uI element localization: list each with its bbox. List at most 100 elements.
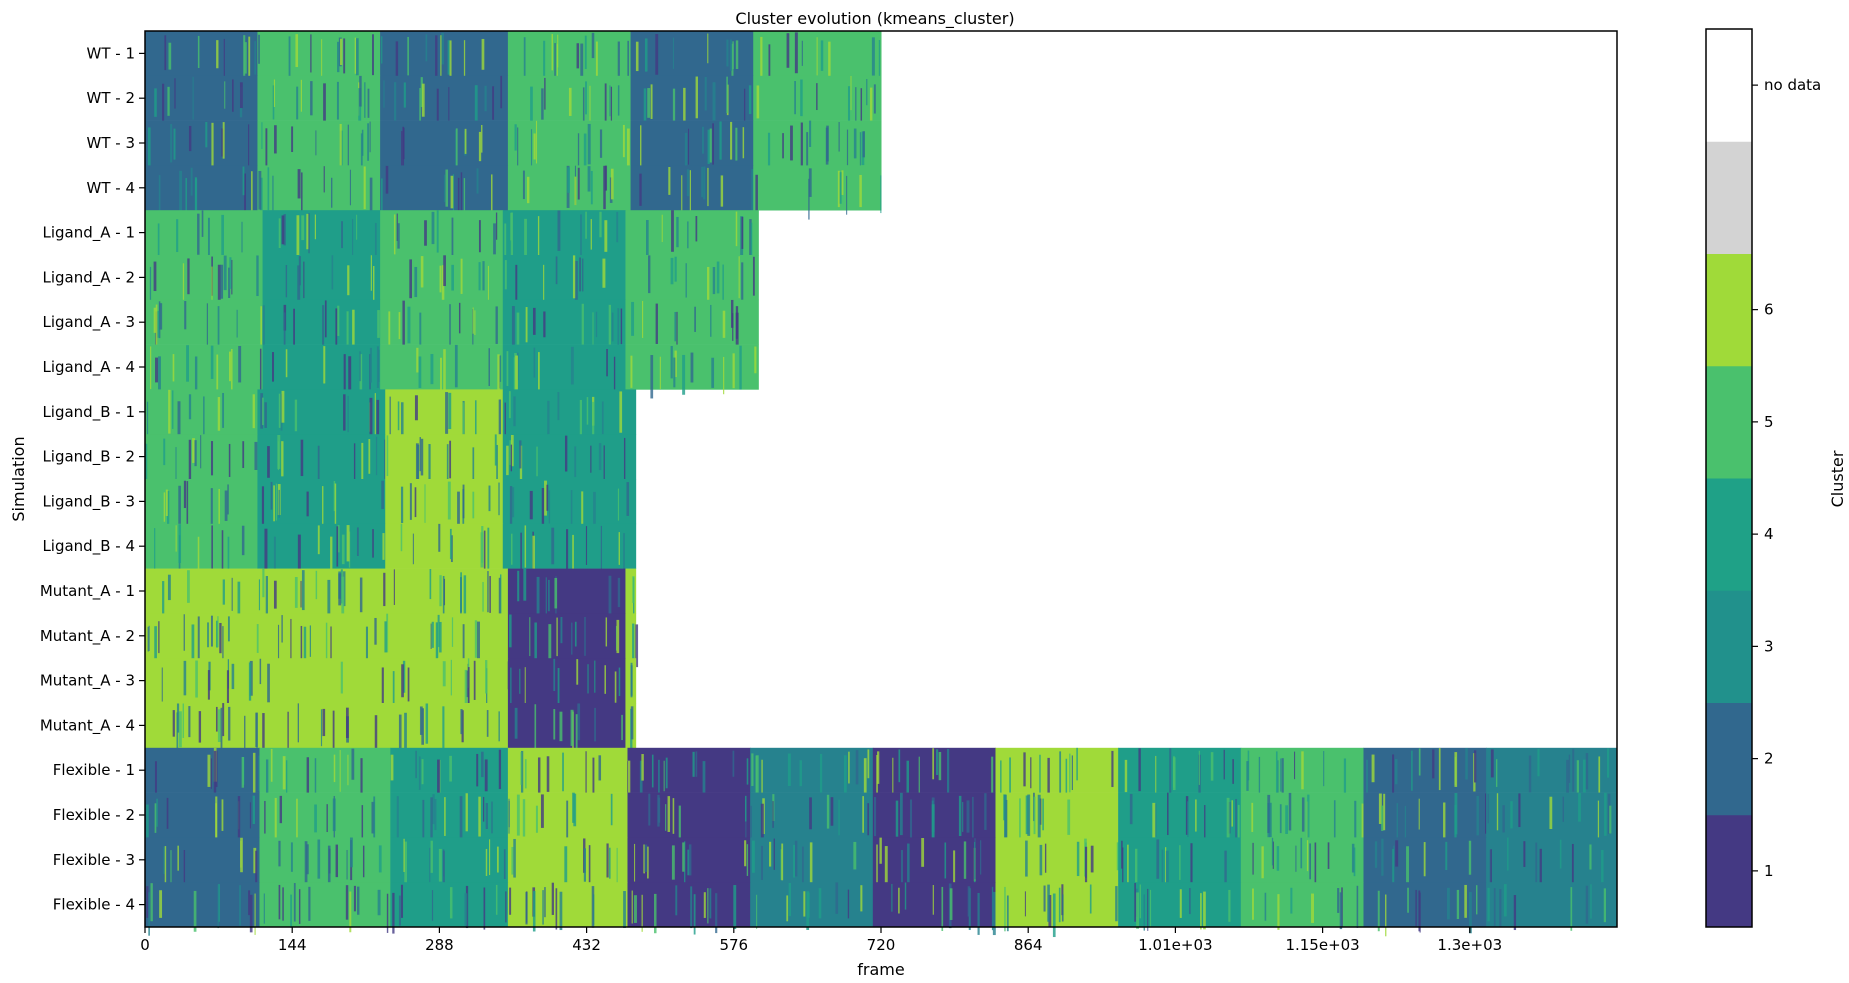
heatmap-flicker [654, 893, 657, 934]
heatmap-flicker [632, 623, 635, 666]
heatmap-flicker [1149, 889, 1152, 928]
heatmap-flicker [605, 617, 608, 647]
heatmap-flicker [370, 255, 372, 291]
heatmap-flicker [1136, 892, 1140, 929]
heatmap-flicker [1288, 792, 1292, 831]
heatmap-flicker [572, 255, 576, 299]
heatmap-flicker [859, 132, 861, 176]
heatmap-flicker [347, 395, 349, 433]
heatmap-flicker [478, 131, 482, 162]
heatmap-flicker [1161, 849, 1164, 889]
heatmap-flicker [938, 751, 942, 781]
heatmap-flicker [167, 86, 170, 116]
heatmap-flicker [647, 88, 651, 118]
heatmap-flicker [1059, 751, 1062, 797]
colorbar-frame [1705, 28, 1753, 928]
heatmap-flicker [434, 799, 437, 831]
heatmap-flicker [876, 844, 878, 886]
heatmap-flicker [572, 792, 575, 823]
heatmap-flicker [260, 177, 263, 215]
heatmap-flicker [421, 759, 424, 785]
heatmap-flicker [487, 265, 489, 301]
heatmap-flicker [1294, 751, 1296, 780]
heatmap-flicker [606, 348, 608, 377]
heatmap-flicker [1127, 844, 1129, 885]
heatmap-flicker [523, 568, 527, 601]
heatmap-flicker [504, 223, 507, 264]
heatmap-flicker [816, 83, 818, 111]
heatmap-flicker [793, 844, 796, 878]
heatmap-flicker [536, 446, 538, 477]
heatmap-flicker [448, 392, 452, 430]
heatmap-flicker [547, 400, 550, 442]
heatmap-segment [145, 31, 258, 77]
heatmap-flicker [1295, 845, 1297, 872]
heatmap-flicker [676, 311, 678, 346]
heatmap-flicker [1044, 843, 1047, 873]
heatmap-flicker [194, 440, 197, 467]
heatmap-flicker [949, 888, 953, 920]
heatmap-flicker [1089, 884, 1092, 914]
heatmap-flicker [1456, 889, 1460, 920]
heatmap-flicker [472, 307, 474, 334]
heatmap-flicker [839, 172, 842, 204]
heatmap-flicker [463, 575, 467, 615]
heatmap-flicker [553, 709, 556, 740]
heatmap-flicker [801, 40, 803, 66]
heatmap-flicker [1311, 893, 1314, 923]
heatmap-flicker [265, 576, 268, 615]
heatmap-flicker [281, 615, 283, 643]
heatmap-flicker [454, 344, 458, 388]
heatmap-flicker [341, 534, 345, 565]
heatmap-flicker [1200, 893, 1202, 930]
heatmap-flicker [587, 664, 589, 694]
heatmap-flicker [979, 840, 982, 875]
heatmap-flicker [210, 441, 214, 476]
heatmap-segment [145, 389, 258, 435]
heatmap-flicker [356, 527, 359, 556]
heatmap-segment [145, 165, 258, 211]
heatmap-flicker [1134, 883, 1136, 922]
heatmap-flicker [1606, 748, 1610, 778]
heatmap-flicker [630, 355, 633, 388]
heatmap-flicker [430, 840, 433, 873]
heatmap-flicker [1039, 844, 1043, 876]
heatmap-flicker [748, 85, 752, 115]
heatmap-segment [625, 255, 759, 301]
heatmap-flicker [317, 839, 321, 879]
heatmap-flicker [962, 802, 964, 832]
heatmap-flicker [644, 38, 648, 72]
heatmap-flicker [786, 33, 790, 68]
heatmap-flicker [835, 882, 839, 914]
heatmap-flicker [818, 888, 822, 919]
heatmap-flicker [361, 805, 364, 847]
heatmap-flicker [473, 660, 476, 700]
heatmap-flicker [544, 887, 546, 918]
heatmap-flicker [465, 670, 469, 698]
heatmap-flicker [190, 167, 193, 196]
heatmap-segment [1240, 882, 1364, 928]
heatmap-flicker [262, 713, 265, 756]
heatmap-flicker [217, 306, 220, 347]
x-tick-label: 1.3e+03 [1437, 936, 1502, 954]
heatmap-flicker [600, 525, 603, 570]
heatmap-flicker [464, 128, 467, 154]
y-tick-label: WT - 1 [87, 44, 136, 62]
heatmap-flicker [524, 525, 527, 568]
heatmap-flicker [340, 661, 343, 694]
heatmap-flicker [498, 749, 502, 790]
heatmap-flicker [907, 843, 910, 888]
heatmap-flicker [404, 841, 407, 886]
heatmap-flicker [336, 81, 339, 120]
heatmap-flicker [146, 804, 149, 849]
heatmap-flicker [365, 626, 369, 667]
heatmap-flicker [153, 261, 157, 292]
heatmap-flicker [750, 805, 752, 851]
colorbar-segment [1706, 141, 1752, 254]
heatmap-flicker [207, 622, 209, 648]
heatmap-flicker [646, 220, 649, 258]
heatmap-flicker [378, 845, 382, 873]
heatmap-flicker [977, 892, 980, 935]
heatmap-flicker [438, 848, 442, 882]
heatmap-flicker [255, 850, 258, 895]
